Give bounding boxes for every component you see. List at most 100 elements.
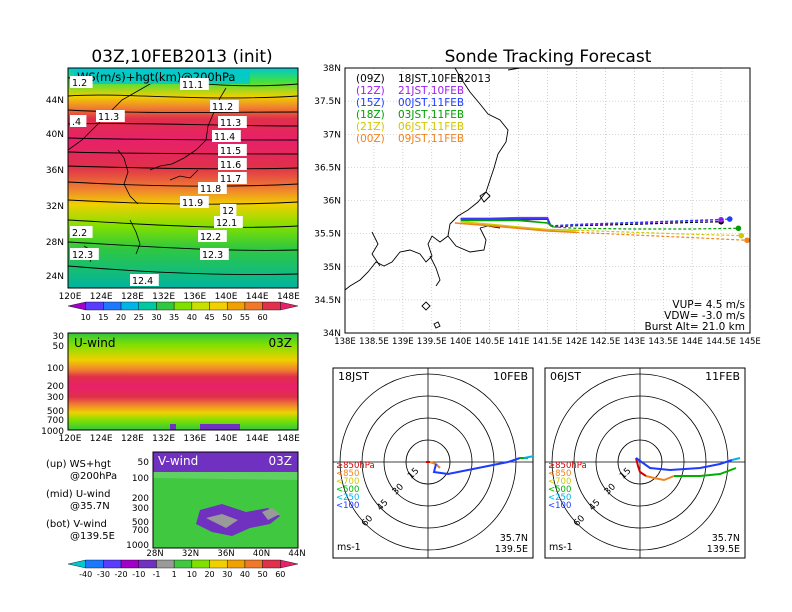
colorbar-tick-label: 50 [258,570,268,579]
track-map-grid [345,68,750,333]
ws-height-labels: 1.2 11.111.3.411.211.311.411.511.611.711.… [70,76,247,287]
uwind-patch [200,424,240,430]
height-label-bg [70,115,87,127]
lat-tick-label: 35N [323,263,341,273]
polar-lat: 35.7N [500,533,528,544]
uwind-time: 03Z [269,336,293,350]
track-line [553,226,739,230]
track-end-point [744,237,750,244]
p-tick-label: 700 [47,416,64,426]
colorbar-swatch [191,559,210,569]
uwind-patch [170,424,176,430]
polar-level-label: ≥850hPa [548,461,587,471]
lat-tick-label: 35.5N [314,230,341,240]
lon-tick-label: 128E [121,434,144,444]
lat-tick-label: 34N [323,329,341,339]
colorbar-tick-label: 60 [258,313,268,322]
p-tick-label: 50 [53,342,65,352]
height-label-bg [218,158,247,170]
track-line [460,218,552,226]
lat-tick-label: 28N [46,238,64,248]
colorbar-swatch [85,301,104,311]
legend-entry: (09Z) [356,73,385,85]
lon-tick-label: 140E [450,337,472,347]
p-tick-label: 1000 [41,427,64,437]
colorbar-tick-label: 60 [275,570,285,579]
legend-entry: 06JST,11FEB [398,121,464,133]
colorbar-tick-label: 35 [169,313,179,322]
colorbar-tick-label: 20 [204,570,214,579]
colorbar-swatch [227,559,246,569]
lat-tick-label: 36.5N [314,163,341,173]
hodograph-trace [674,467,737,477]
colorbar-swatch [156,559,175,569]
height-label-bg [218,172,247,184]
lon-tick-label: 140.5E [475,337,505,347]
p-tick-label: 300 [47,393,64,403]
hodograph-trace [731,457,741,461]
lon-tick-label: 141.5E [533,337,563,347]
polar-level-label: <500 [336,485,359,495]
legend-entry: 18JST,10FEB2013 [398,73,491,85]
polar-level-label: <250 [336,493,359,503]
lon-tick-label: 148E [277,434,300,444]
colorbar-tick-label: -20 [115,570,128,579]
lon-tick-label: 138E [334,337,356,347]
colorbar-swatch [244,559,263,569]
left-title: 03Z,10FEB2013 (init) [91,47,272,67]
track-lines [454,216,750,244]
lat-tick-label: 38N [323,64,341,74]
height-label: 12.3 [202,250,223,261]
height-label: 12 [222,206,234,217]
lon-tick-label: 120E [59,292,82,302]
lat-tick-label: 32N [182,549,199,559]
vwind-band [153,472,298,480]
polar-level-label: <700 [548,477,571,487]
track-end-point [738,232,745,239]
p-tick-label: 500 [47,407,64,417]
polar-level-label: <700 [336,477,359,487]
height-label: 12.1 [216,218,237,229]
track-line [454,222,577,234]
polar-lon: 139.5E [495,544,528,555]
colorbar-tick-label: -1 [152,570,160,579]
height-label: 11.7 [220,174,241,185]
track-legend: (09Z) 18JST,10FEB2013 (12Z) 21JST,10FEB (15Z… [356,73,491,145]
colorbar-swatch [280,559,299,569]
lat-tick-label: 36N [217,549,234,559]
lon-tick-label: 144E [246,434,269,444]
colorbar-tick-label: 10 [187,570,197,579]
height-label-bg [130,274,159,286]
lon-tick-label: 128E [121,292,144,302]
height-label-bg [220,204,237,216]
lon-tick-label: 142.5E [590,337,620,347]
polar-time: 06JST [550,370,581,383]
lat-tick-label: 40N [253,549,270,559]
track-end-point [735,225,742,232]
height-label-bg [70,226,93,238]
track-end-point [726,216,733,222]
height-label-bg [180,196,209,208]
track-line [576,231,748,241]
hodograph-trace [523,455,535,459]
colorbar-swatch [227,301,246,311]
colorbar-swatch [262,559,281,569]
colorbar-tick-label: -10 [132,570,145,579]
height-label-bg [96,110,125,122]
lat-tick-label: 44N [288,549,305,559]
colorbar-tick-label: 25 [134,313,144,322]
vwind-colorbar: -40 -30 -20 -10 -1 1 10 20 30 40 50 60 [67,559,299,579]
legend-entry: (00Z) [356,133,385,145]
colorbar-swatch [67,301,86,311]
height-label-bg [70,76,93,88]
vwind-label: V-wind [158,454,198,468]
vwind-lat-ticks: 28N 32N 36N 40N 44N [146,549,305,559]
vup-label: VUP= 4.5 m/s [672,299,745,311]
lat-tick-label: 44N [46,96,64,106]
lon-tick-label: 143.5E [648,337,678,347]
colorbar-swatch [244,301,263,311]
p-tick-label: 50 [138,458,150,468]
colorbar-swatch [262,301,281,311]
